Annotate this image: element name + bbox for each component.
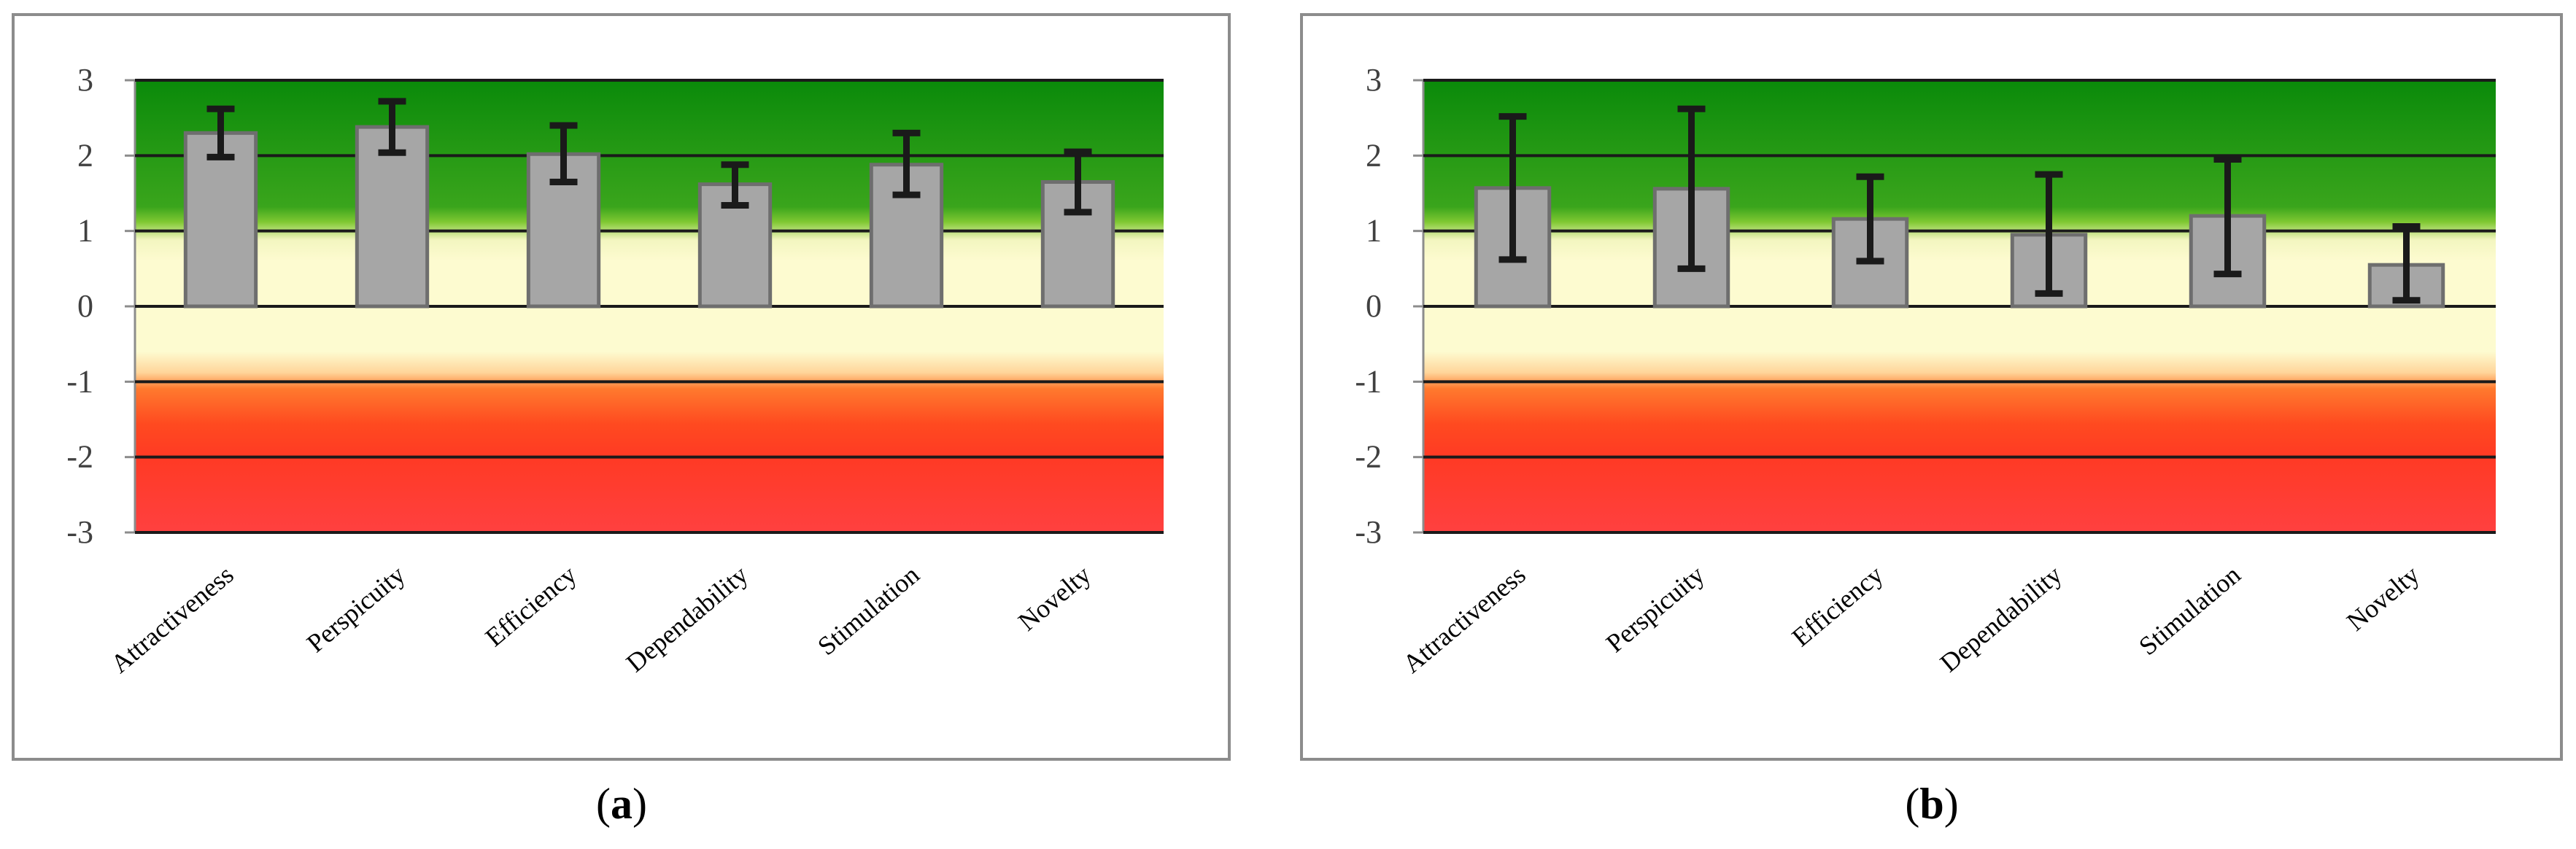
chart-a: 3 2 1 0 -1 -2 -3 Attractiveness Perspicuity Effic… [66, 62, 1164, 679]
caption-a: (a) [596, 780, 647, 828]
y-tick-label: 2 [1366, 137, 1382, 173]
x-tick-label: Perspicuity [1601, 559, 1710, 658]
x-tick-label: Stimulation [812, 559, 924, 661]
x-tick-label: Attractiveness [1397, 559, 1531, 678]
y-tick-label: 2 [77, 137, 93, 173]
bar-perspicuity [355, 125, 430, 309]
x-tick-label: Dependability [1935, 559, 2068, 678]
x-tick-label: Novelty [1013, 559, 1096, 636]
y-tick-label: 1 [1366, 213, 1382, 249]
y-tick-label: 0 [1366, 288, 1382, 324]
caption-b: (b) [1905, 780, 1959, 828]
x-tick-label: Perspicuity [301, 559, 411, 658]
chart-panel-b: 3 2 1 0 -1 -2 -3 Attractiveness Perspicuity Effic… [1300, 13, 2563, 761]
x-tick-label: Efficiency [1787, 559, 1889, 652]
chart-panel-a: 3 2 1 0 -1 -2 -3 Attractiveness Perspicuity Effic… [12, 13, 1231, 761]
y-tick-label: -2 [66, 439, 93, 475]
x-tick-label: Attractiveness [105, 559, 239, 678]
y-tick-label: 3 [77, 62, 93, 98]
y-tick-label: 3 [1366, 62, 1382, 98]
x-tick-label: Novelty [2341, 559, 2425, 636]
y-tick-label: -3 [66, 514, 93, 550]
chart-b: 3 2 1 0 -1 -2 -3 Attractiveness Perspicuity Effic… [1355, 62, 2496, 679]
x-tick-label: Dependability [621, 559, 754, 678]
y-tick-label: -1 [66, 363, 93, 399]
x-tick-label: Efficiency [480, 559, 582, 652]
y-tick-label: -2 [1355, 439, 1382, 475]
y-tick-label: 1 [77, 213, 93, 249]
y-tick-label: -1 [1355, 363, 1382, 399]
x-tick-label: Stimulation [2133, 559, 2246, 661]
y-tick-label: -3 [1355, 514, 1382, 550]
y-tick-label: 0 [77, 288, 93, 324]
